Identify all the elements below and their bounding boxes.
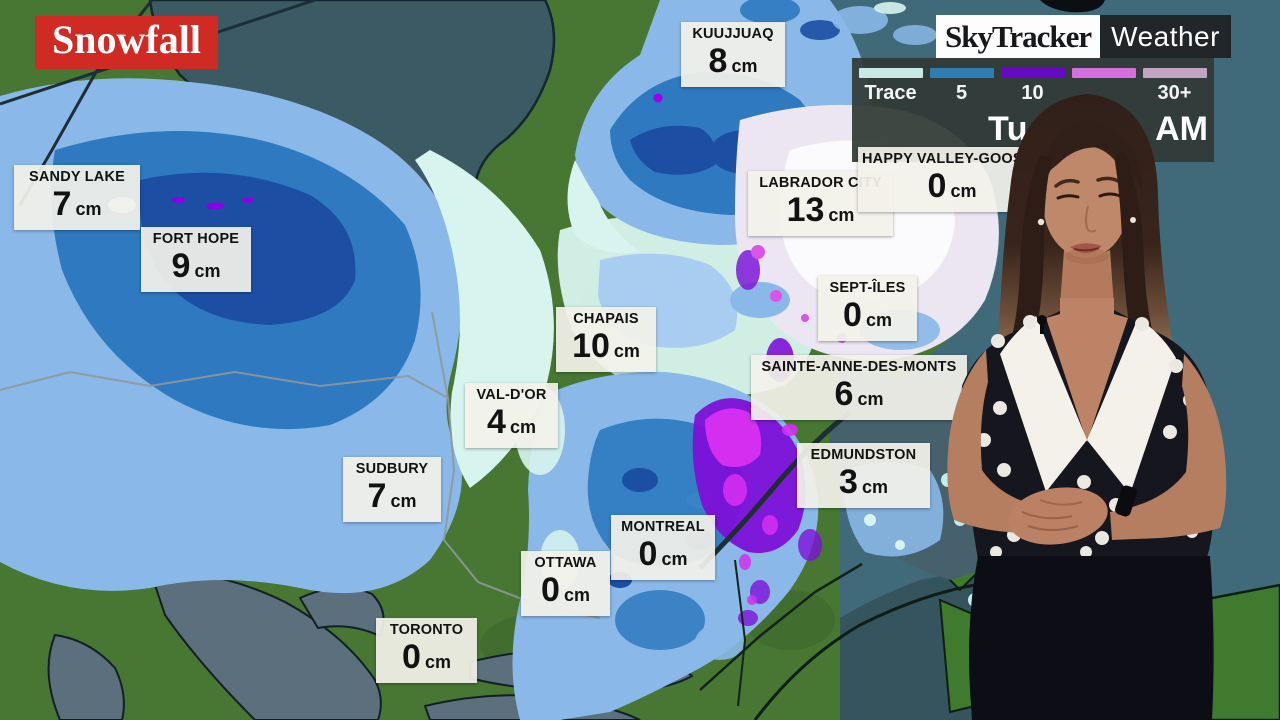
city-label-happy-valley-goose-bay: HAPPY VALLEY-GOOSE BAY0cm [858,147,1046,212]
snowfall-amount: 6 [834,375,854,413]
city-snowfall-value: 8 cm [685,44,781,85]
snowfall-title-badge: Snowfall [35,16,218,69]
legend-item-hidden-3 [1068,68,1139,103]
snowfall-amount: 8 [708,42,728,80]
city-name: OTTAWA [534,555,597,571]
snowfall-amount: 7 [367,477,387,515]
snowfall-amount: 9 [171,247,191,285]
snowfall-unit: cm [828,205,855,225]
city-name: SEPT-ÎLES [829,280,906,296]
city-name: SUDBURY [355,461,429,477]
legend-item-trace: Trace [855,68,926,103]
legend-swatch [1000,68,1065,78]
logo-primary-text: SkyTracker [936,15,1101,58]
city-label-fort-hope: FORT HOPE 9 cm [141,227,251,292]
legend-swatch [858,68,923,78]
logo-secondary-text: Weather [1100,15,1231,58]
snowfall-unit: cm [861,477,888,497]
city-snowfall-value: 7 cm [18,187,136,228]
snowfall-amount: 0 [927,167,947,205]
snowfall-amount: 0 [402,638,421,676]
city-snowfall-value: 0 cm [525,573,606,614]
legend-label: Trace [864,82,917,104]
city-label-kuujjuaq: KUUJJUAQ 8 cm [681,22,785,87]
city-snowfall-value: 9 cm [145,249,247,290]
city-label-chapais: CHAPAIS 10 cm [556,307,656,372]
city-snowfall-value: 0 cm [862,169,1042,210]
snowfall-unit: cm [390,491,417,511]
legend-swatch [1071,68,1136,78]
city-snowfall-value: 0 cm [615,537,711,578]
city-name: CHAPAIS [573,311,639,327]
city-label-sandy-lake: SANDY LAKE 7 cm [14,165,140,230]
city-name: VAL-D'OR [476,387,547,403]
city-label-toronto: TORONTO 0 cm [376,618,477,683]
city-label-sainte-anne-des-monts: SAINTE-ANNE-DES-MONTS 6 cm [751,355,967,420]
city-name: TORONTO [389,622,464,638]
city-snowfall-value: 4 cm [469,405,554,446]
city-snowfall-value: 0 cm [822,298,913,339]
city-snowfall-value: 10 cm [560,329,652,370]
snowfall-amount: 3 [839,463,858,501]
city-label-edmundston: EDMUNDSTON 3 cm [797,443,930,508]
city-name: MONTREAL [621,519,705,535]
legend-swatch [929,68,994,78]
city-label-ottawa: OTTAWA 0 cm [521,551,610,616]
city-name: SAINTE-ANNE-DES-MONTS [761,359,957,375]
city-name: FORT HOPE [152,231,240,247]
snowfall-unit: cm [857,389,884,409]
city-name: KUUJJUAQ [692,26,774,42]
city-label-sudbury: SUDBURY 7 cm [343,457,441,522]
snowfall-amount: 10 [572,327,610,365]
snowfall-unit: cm [865,310,892,330]
city-name: EDMUNDSTON [810,447,917,463]
snowfall-amount: 13 [786,191,825,229]
city-snowfall-value: 0 cm [380,640,473,681]
snowfall-amount: 7 [52,185,72,223]
city-label-val-d-or: VAL-D'OR 4 cm [465,383,558,448]
city-name: SANDY LAKE [29,169,125,185]
snowfall-unit: cm [613,341,640,361]
snowfall-amount: 0 [843,296,862,334]
city-snowfall-value: 3 cm [801,465,926,506]
snowfall-amount: 0 [638,535,658,573]
legend-label: 5 [955,82,968,104]
city-snowfall-value: 7 cm [347,479,437,520]
snowfall-unit: cm [509,417,536,437]
snowfall-unit: cm [661,549,688,569]
city-name: LABRADOR CITY [759,175,882,191]
snowfall-unit: cm [424,652,451,672]
city-snowfall-value: 6 cm [755,377,963,418]
legend-swatch [1142,68,1207,78]
city-snowfall-value: 13 cm [752,193,889,234]
snowfall-unit: cm [731,56,758,76]
snowfall-unit: cm [563,585,590,605]
city-label-montreal: MONTREAL 0 cm [611,515,715,580]
snowfall-unit: cm [950,181,977,201]
snowfall-unit: cm [194,261,221,281]
legend-item-5: 5 [926,68,997,103]
skytracker-logo: SkyTracker Weather [936,15,1231,58]
city-name: HAPPY VALLEY-GOOSE BAY [862,151,1046,167]
snowfall-unit: cm [75,199,102,219]
borders [0,0,976,720]
city-label-sept-les: SEPT-ÎLES 0 cm [818,276,917,341]
snowfall-amount: 4 [487,403,506,441]
snowfall-amount: 0 [541,571,560,609]
